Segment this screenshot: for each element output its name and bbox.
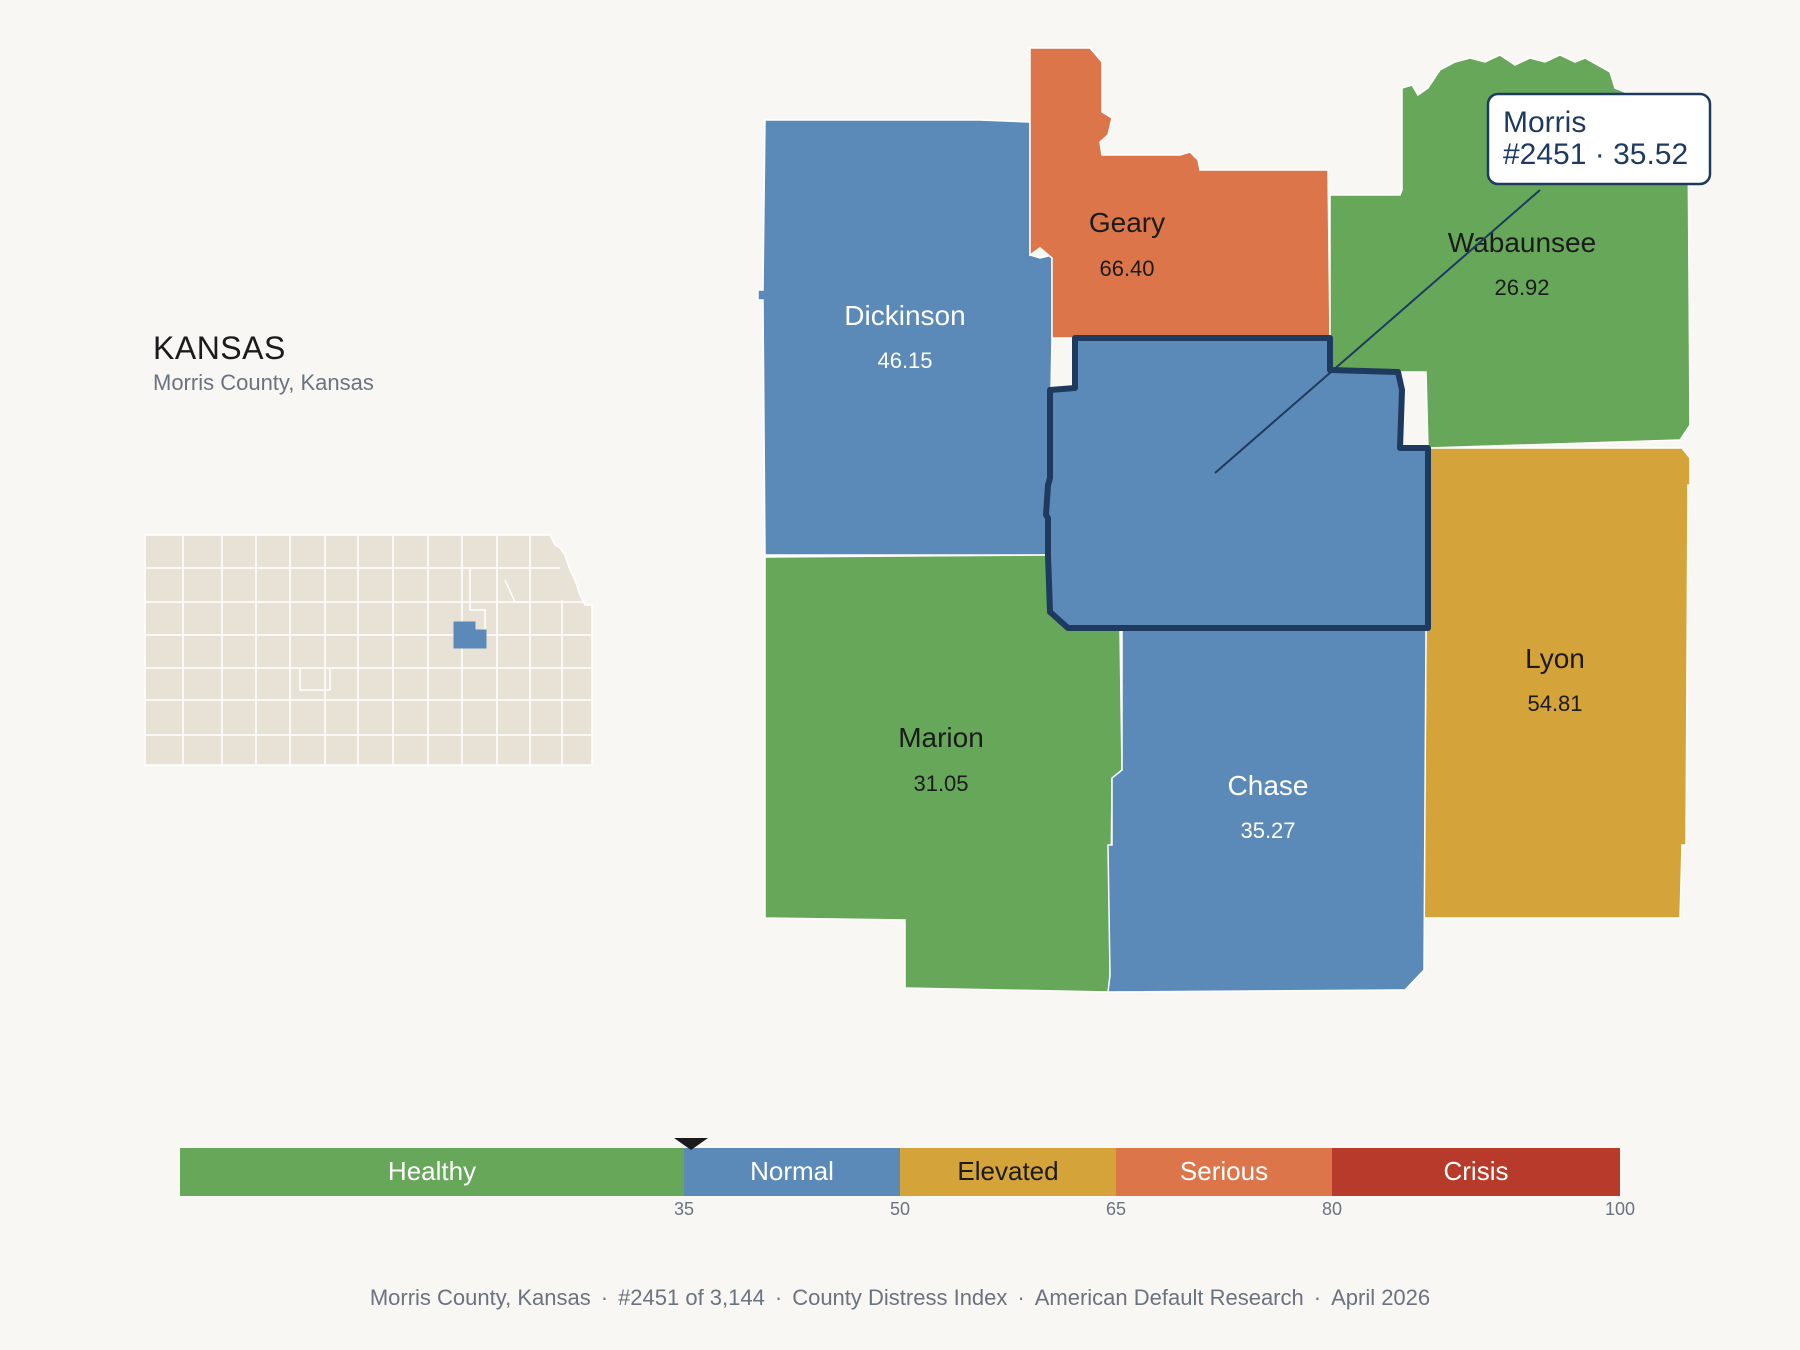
footer-date: April 2026 xyxy=(1331,1285,1431,1310)
county-dickinson[interactable] xyxy=(757,119,1053,556)
county-value-chase: 35.27 xyxy=(1240,818,1295,843)
county-map xyxy=(757,47,1691,993)
callout-box: Morris #2451 · 35.52 xyxy=(1486,92,1712,186)
inset-state-shape xyxy=(144,534,593,766)
state-title: KANSAS xyxy=(153,330,286,366)
legend-marker-icon xyxy=(674,1138,708,1150)
county-label-chase: Chase xyxy=(1228,770,1309,801)
footer: Morris County, Kansas · #2451 of 3,144 · Cou… xyxy=(369,1285,1431,1310)
county-value-dickinson: 46.15 xyxy=(877,348,932,373)
legend-segment-healthy xyxy=(180,1148,684,1196)
inset-county-grid xyxy=(145,535,592,765)
county-label-marion: Marion xyxy=(898,722,984,753)
legend-label-healthy: Healthy xyxy=(388,1156,476,1186)
legend-segment-crisis xyxy=(1332,1148,1620,1196)
legend-label-elevated: Elevated xyxy=(957,1156,1058,1186)
legend-segment-serious xyxy=(1116,1148,1332,1196)
legend-segment-normal xyxy=(684,1148,900,1196)
county-chase[interactable] xyxy=(1107,627,1427,993)
callout-leader-line xyxy=(1214,189,1541,474)
county-labels: Dickinson 46.15 Geary 66.40 Wabaunsee 26… xyxy=(844,207,1596,843)
legend-scale: Healthy Normal Elevated Serious Crisis 3… xyxy=(180,1138,1635,1219)
legend-label-serious: Serious xyxy=(1180,1156,1268,1186)
county-label-wabaunsee: Wabaunsee xyxy=(1448,227,1596,258)
legend-tick-65: 65 xyxy=(1106,1199,1126,1219)
county-value-geary: 66.40 xyxy=(1099,256,1154,281)
kansas-inset-map xyxy=(144,534,593,766)
county-lyon[interactable] xyxy=(1423,447,1691,919)
legend-tick-80: 80 xyxy=(1322,1199,1342,1219)
legend-tick-50: 50 xyxy=(890,1199,910,1219)
county-geary[interactable] xyxy=(1029,47,1331,339)
footer-rank: #2451 of 3,144 xyxy=(618,1285,765,1310)
county-morris[interactable] xyxy=(1043,335,1431,631)
callout-county-name: Morris xyxy=(1503,106,1586,139)
county-value-wabaunsee: 26.92 xyxy=(1494,275,1549,300)
footer-source: American Default Research xyxy=(1034,1285,1304,1310)
callout-rank-value: #2451 · 35.52 xyxy=(1503,138,1688,171)
legend-tick-100: 100 xyxy=(1605,1199,1635,1219)
legend-tick-35: 35 xyxy=(674,1199,694,1219)
footer-index-name: County Distress Index xyxy=(792,1285,1008,1310)
county-label-dickinson: Dickinson xyxy=(844,300,965,331)
footer-location: Morris County, Kansas xyxy=(369,1285,591,1310)
county-label-lyon: Lyon xyxy=(1525,643,1585,674)
state-subtitle: Morris County, Kansas xyxy=(153,370,374,395)
county-label-geary: Geary xyxy=(1089,207,1165,238)
legend-segment-elevated xyxy=(900,1148,1116,1196)
county-value-lyon: 54.81 xyxy=(1527,691,1582,716)
legend-label-normal: Normal xyxy=(750,1156,834,1186)
legend-label-crisis: Crisis xyxy=(1444,1156,1509,1186)
county-value-marion: 31.05 xyxy=(913,771,968,796)
inset-highlight-morris xyxy=(453,621,487,649)
